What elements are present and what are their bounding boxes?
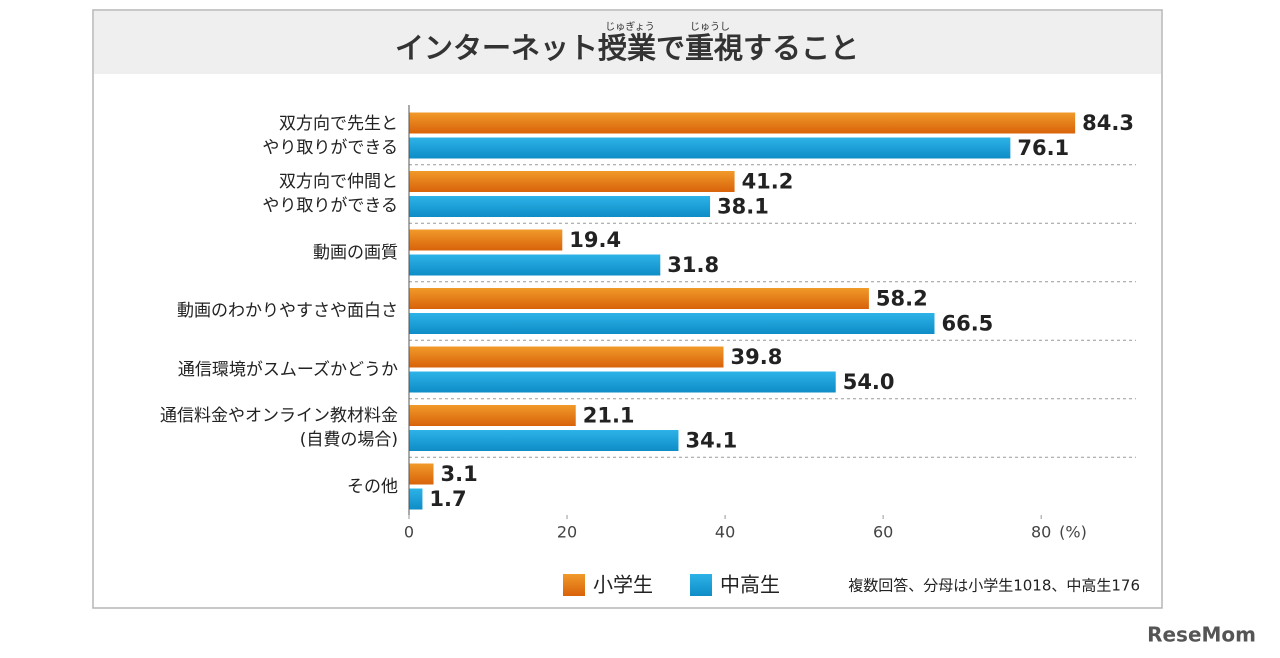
bar <box>409 254 661 276</box>
bar <box>409 288 869 309</box>
value-label: 84.3 <box>1082 111 1134 135</box>
watermark: ReseMom <box>1147 623 1256 647</box>
category-label: 動画のわかりやすさや面白さ <box>177 301 398 321</box>
category-label: 双方向で仲間と やり取りができる <box>262 172 398 216</box>
ruby: じゅぎょう <box>605 20 655 33</box>
x-unit: (%) <box>1059 523 1087 542</box>
value-label: 21.1 <box>583 404 635 428</box>
note: 複数回答、分母は小学生1018、中高生176 <box>848 577 1140 595</box>
value-label: 31.8 <box>667 253 719 277</box>
value-label: 3.1 <box>440 462 477 486</box>
x-tick-label: 20 <box>557 523 577 542</box>
value-label: 34.1 <box>685 429 737 453</box>
bar <box>409 430 679 451</box>
x-tick-label: 80 <box>1031 523 1051 542</box>
category-label: 通信環境がスムーズかどうか <box>177 359 398 380</box>
category-label: 双方向で先生と やり取りができる <box>262 113 398 158</box>
bar <box>409 488 423 510</box>
bar <box>409 463 434 485</box>
x-tick-label: 40 <box>715 523 735 542</box>
legend-label: 中高生 <box>720 573 780 597</box>
bar <box>409 405 576 426</box>
bar <box>409 229 563 251</box>
value-label: 19.4 <box>569 228 621 252</box>
value-label: 66.5 <box>941 312 993 336</box>
x-tick-label: 0 <box>404 523 414 542</box>
bar <box>409 313 935 334</box>
legend-label: 小学生 <box>593 573 653 597</box>
bar <box>409 371 836 393</box>
category-label: 動画の画質 <box>313 242 398 263</box>
value-label: 54.0 <box>843 370 895 394</box>
value-label: 76.1 <box>1017 136 1069 160</box>
bar <box>409 171 735 192</box>
bar <box>409 196 711 217</box>
bar <box>409 137 1011 159</box>
title-band <box>94 11 1161 74</box>
category-label: 通信料金やオンライン教材料金 (自費の場合) <box>160 406 398 450</box>
value-label: 39.8 <box>731 345 783 369</box>
value-label: 58.2 <box>876 287 928 311</box>
chart-title: インターネット授業で重視すること <box>395 31 859 65</box>
value-label: 41.2 <box>742 170 794 194</box>
legend-swatch <box>563 574 585 596</box>
ruby: じゅうし <box>690 21 730 33</box>
legend-swatch <box>690 574 712 596</box>
bar <box>409 112 1076 134</box>
value-label: 1.7 <box>429 487 466 511</box>
bar <box>409 346 724 368</box>
value-label: 38.1 <box>717 195 769 219</box>
x-tick-label: 60 <box>873 523 893 542</box>
category-label: その他 <box>347 476 398 497</box>
